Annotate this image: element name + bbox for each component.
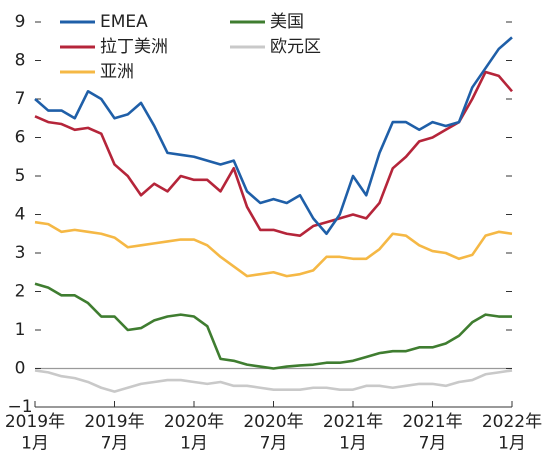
x-tick-label: 2020年 7月 bbox=[243, 412, 303, 453]
y-tick-label: 1 bbox=[15, 320, 26, 340]
y-tick-label: 0 bbox=[15, 359, 26, 379]
y-tick-label: 7 bbox=[15, 89, 26, 109]
y-tick-label: 3 bbox=[15, 243, 26, 263]
series-line bbox=[34, 70, 513, 237]
series-line bbox=[34, 369, 513, 393]
y-tick-label: 5 bbox=[15, 166, 26, 186]
legend-label: EMEA bbox=[100, 12, 148, 32]
x-tick-label: 2022年 1月 bbox=[482, 412, 542, 453]
legend-label: 拉丁美洲 bbox=[100, 37, 168, 57]
series-line bbox=[34, 220, 513, 278]
x-tick-label: 2021年 1月 bbox=[323, 412, 383, 453]
x-tick-label: 2019年 7月 bbox=[84, 412, 144, 453]
y-tick-label: 8 bbox=[15, 51, 26, 71]
legend-label: 美国 bbox=[270, 12, 304, 32]
y-tick-label: 9 bbox=[15, 12, 26, 32]
x-tick-label: 2021年 7月 bbox=[402, 412, 462, 453]
x-tick-label: 2019年 1月 bbox=[5, 412, 65, 453]
series-line bbox=[34, 36, 513, 236]
y-tick-label: 2 bbox=[15, 282, 26, 302]
x-tick-label: 2020年 1月 bbox=[164, 412, 224, 453]
y-tick-label: 4 bbox=[15, 205, 26, 225]
legend-label: 亚洲 bbox=[100, 62, 134, 82]
y-tick-label: 6 bbox=[15, 128, 26, 148]
series-line bbox=[34, 282, 512, 370]
legend-label: 欧元区 bbox=[270, 37, 321, 57]
y-tick-label: −1 bbox=[7, 397, 32, 417]
